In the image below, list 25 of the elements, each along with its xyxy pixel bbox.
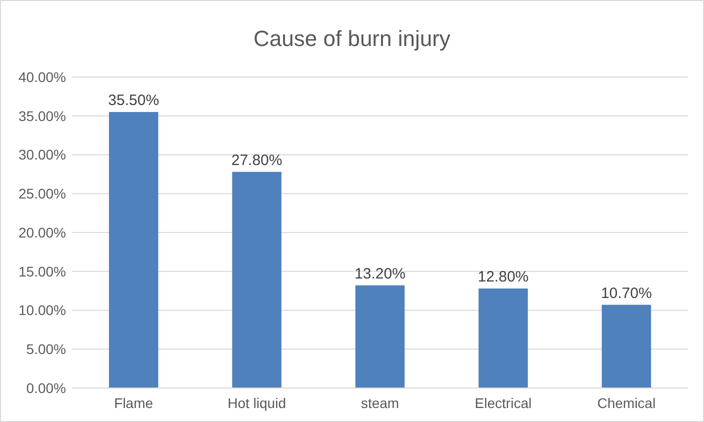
data-label: 27.80% (231, 152, 282, 169)
y-tick-label: 25.00% (18, 186, 66, 202)
y-tick-label: 10.00% (18, 302, 66, 318)
x-tick-label: Chemical (597, 395, 656, 411)
y-tick-label: 40.00% (18, 68, 66, 85)
bar (232, 172, 282, 388)
y-tick-label: 30.00% (18, 146, 66, 163)
y-tick-label: 0.00% (26, 380, 66, 396)
data-label: 35.50% (108, 92, 160, 109)
bar (478, 288, 528, 388)
data-label: 13.20% (354, 265, 406, 282)
data-label: 10.70% (600, 284, 652, 302)
y-tick-label: 5.00% (26, 341, 66, 358)
bar (355, 285, 405, 388)
x-tick-label: Hot liquid (228, 395, 286, 411)
y-tick-label: 20.00% (18, 224, 66, 240)
y-tick-label: 15.00% (18, 263, 66, 280)
chart-title: Cause of burn injury (254, 26, 450, 51)
data-label: 12.80% (478, 268, 529, 286)
y-tick-label: 35.00% (18, 108, 66, 124)
bar (602, 304, 652, 388)
x-tick-label: Flame (114, 395, 154, 411)
bar (108, 112, 158, 388)
x-tick-label: Electrical (474, 395, 532, 411)
x-tick-label: steam (360, 395, 400, 411)
